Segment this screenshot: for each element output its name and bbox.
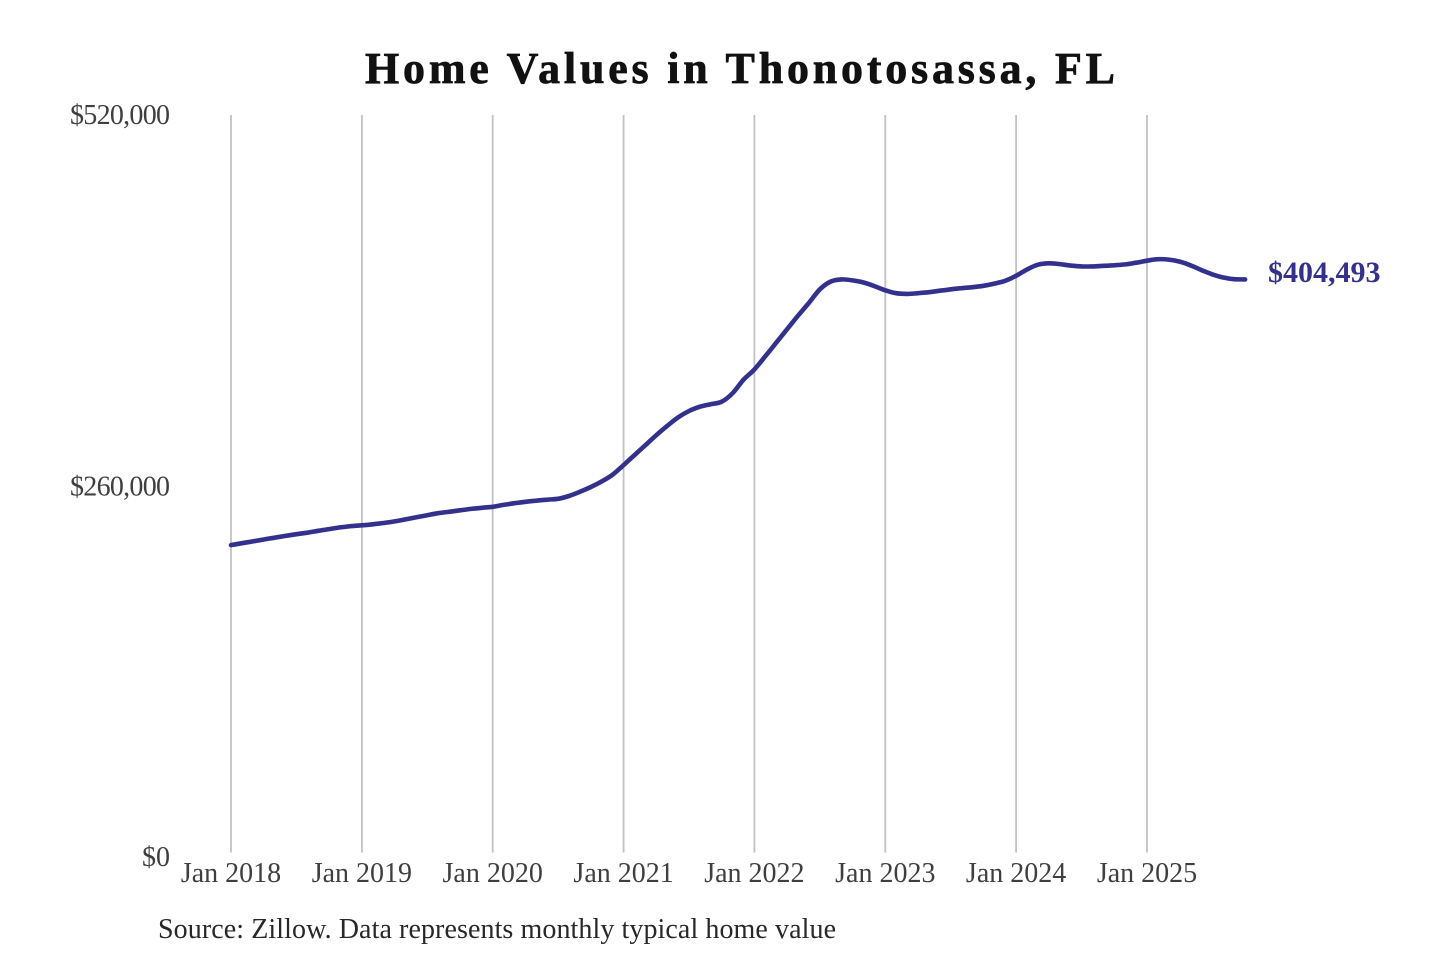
svg-text:$404,493: $404,493: [1268, 256, 1381, 289]
svg-text:Jan 2024: Jan 2024: [966, 858, 1066, 889]
svg-text:Source: Zillow. Data represent: Source: Zillow. Data represents monthly …: [158, 914, 836, 945]
svg-text:$0: $0: [142, 842, 170, 873]
svg-text:$520,000: $520,000: [70, 100, 170, 131]
svg-text:Jan 2021: Jan 2021: [573, 858, 673, 889]
svg-text:Home Values in Thonotosassa, F: Home Values in Thonotosassa, FL: [365, 44, 1115, 93]
svg-text:Jan 2025: Jan 2025: [1097, 858, 1197, 889]
svg-text:$260,000: $260,000: [70, 472, 170, 503]
svg-text:Jan 2020: Jan 2020: [443, 858, 543, 889]
svg-text:Jan 2022: Jan 2022: [704, 858, 804, 889]
svg-text:Jan 2023: Jan 2023: [835, 858, 935, 889]
svg-text:Jan 2019: Jan 2019: [312, 858, 412, 889]
svg-text:Jan 2018: Jan 2018: [181, 858, 281, 889]
